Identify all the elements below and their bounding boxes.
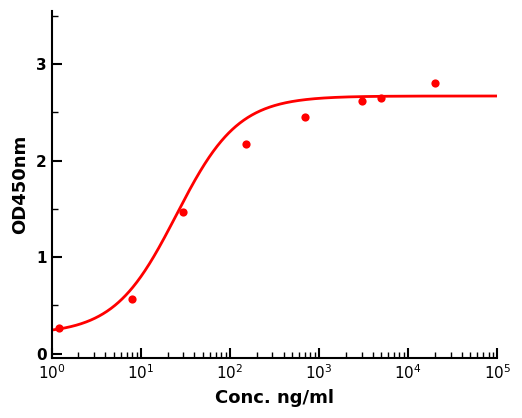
Point xyxy=(431,80,439,87)
Point xyxy=(358,97,366,104)
Point xyxy=(301,114,310,120)
X-axis label: Conc. ng/ml: Conc. ng/ml xyxy=(215,389,334,407)
Point xyxy=(128,295,136,302)
Point xyxy=(179,209,187,215)
Point xyxy=(54,324,63,331)
Y-axis label: OD450nm: OD450nm xyxy=(11,135,29,234)
Point xyxy=(377,94,385,101)
Point xyxy=(241,141,250,148)
